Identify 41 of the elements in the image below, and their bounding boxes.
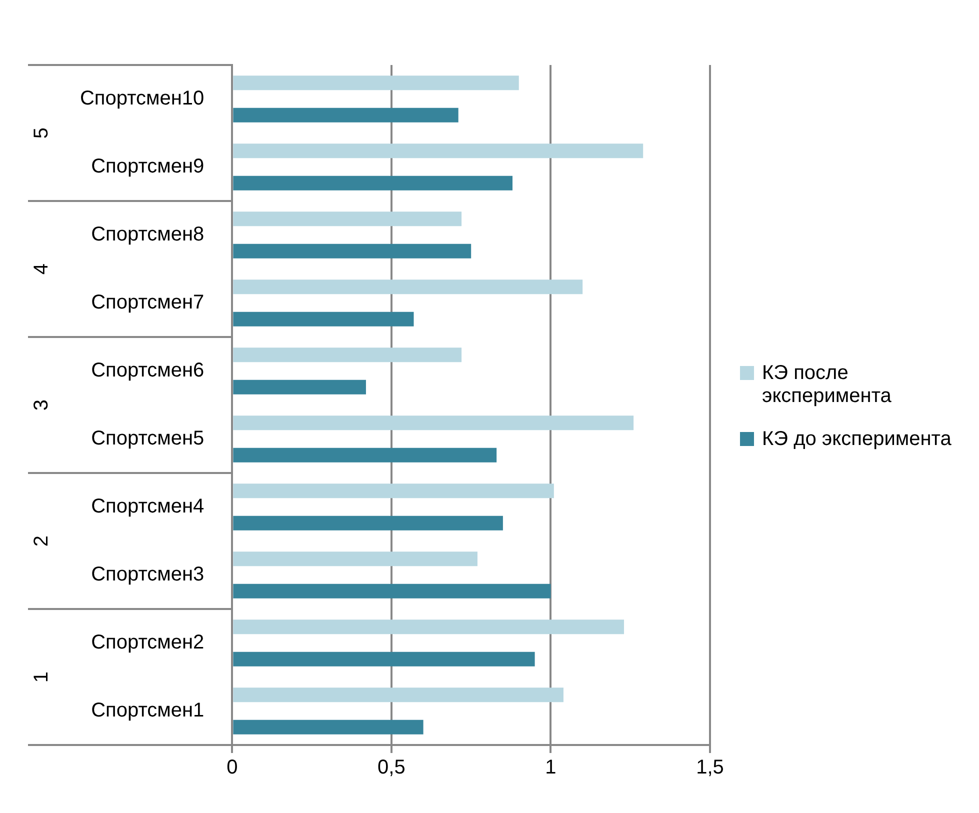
bar xyxy=(233,448,497,462)
y-tick-label: Спортсмен8 xyxy=(91,224,204,246)
bar xyxy=(233,76,519,90)
y-tick-label: Спортсмен4 xyxy=(91,496,204,518)
bar xyxy=(233,144,644,158)
bar xyxy=(233,108,458,122)
y-tick-label: Спортсмен5 xyxy=(91,428,204,450)
text: 5 xyxy=(30,127,53,139)
y-tick-label: Спортсмен6 xyxy=(91,360,204,382)
x-tick-label: 0 xyxy=(226,756,238,779)
bar xyxy=(233,312,414,326)
y-tick-label: Спортсмен10 xyxy=(80,88,204,110)
bar xyxy=(233,516,503,530)
legend-label: КЭ до эксперимента xyxy=(762,428,952,451)
text: 4 xyxy=(30,263,53,275)
y-tick-label: Спортсмен1 xyxy=(91,700,204,722)
bar xyxy=(233,584,551,598)
bar xyxy=(233,348,462,362)
bar xyxy=(233,652,535,666)
bar xyxy=(233,416,634,430)
bar xyxy=(233,688,564,702)
legend-label: КЭ после эксперимента xyxy=(762,362,892,408)
text: 1 xyxy=(30,671,53,683)
bar xyxy=(233,244,472,258)
bar xyxy=(233,620,624,634)
y-tick-label: Спортсмен9 xyxy=(91,156,204,178)
text: 2 xyxy=(30,535,53,547)
y-tick-label: Спортсмен3 xyxy=(91,564,204,586)
bar xyxy=(233,280,583,294)
bar xyxy=(233,484,554,498)
x-tick-label: 1,5 xyxy=(696,756,724,779)
x-tick-label: 0,5 xyxy=(378,756,406,779)
bar xyxy=(233,380,366,394)
bar xyxy=(233,212,462,226)
x-tick-label: 1 xyxy=(545,756,556,779)
y-tick-label: Спортсмен7 xyxy=(91,292,204,314)
bar xyxy=(233,552,478,566)
bar xyxy=(233,720,424,734)
bar xyxy=(233,176,512,190)
y-tick-label: Спортсмен2 xyxy=(91,632,204,654)
text: 3 xyxy=(30,399,53,411)
